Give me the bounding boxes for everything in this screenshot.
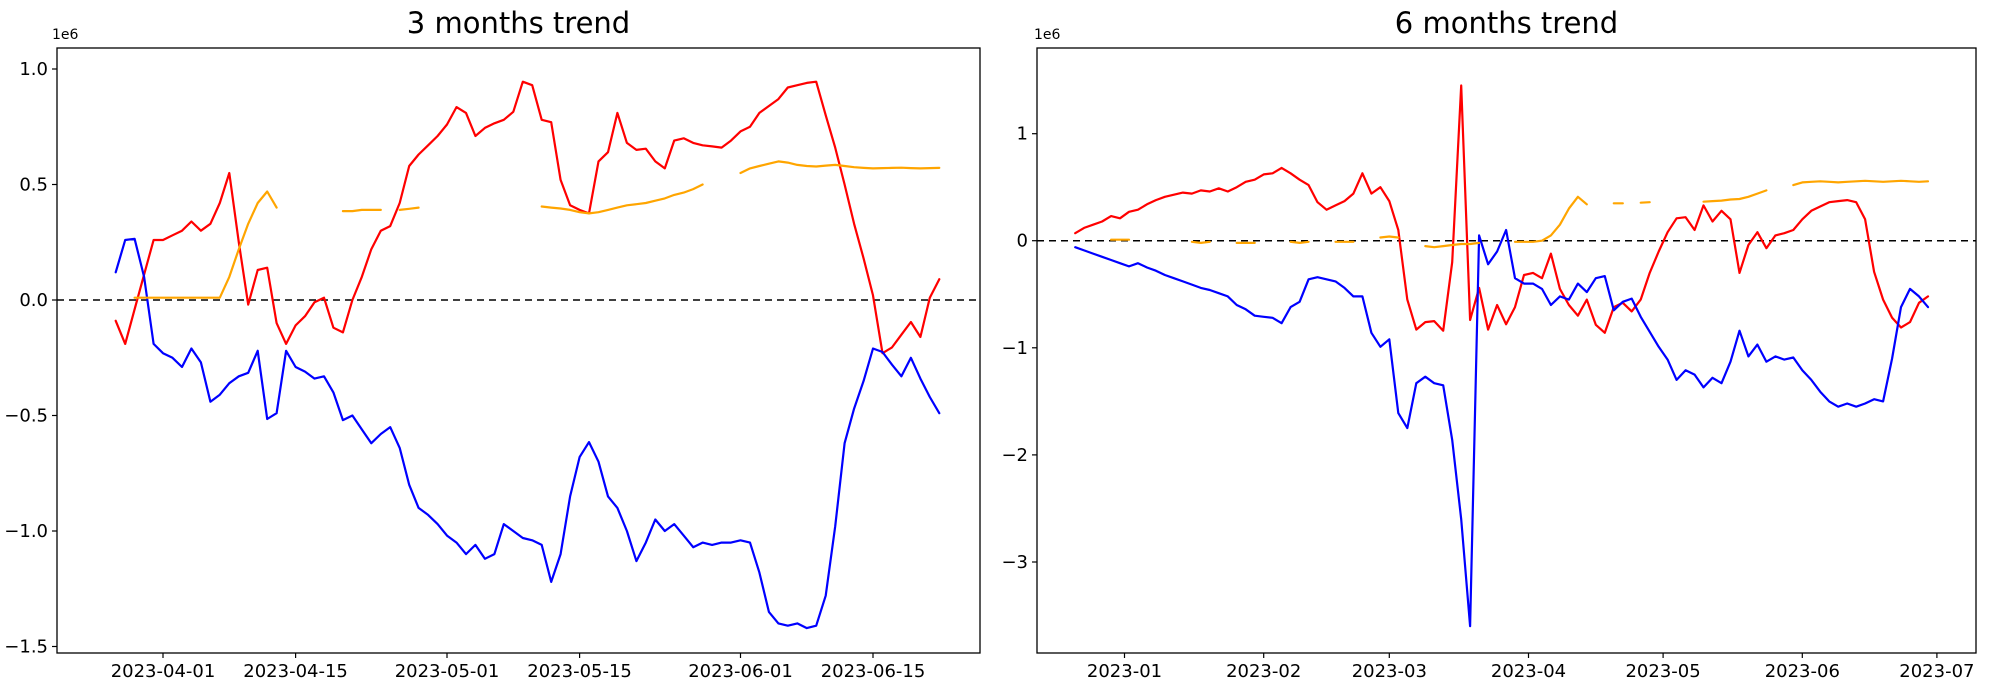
orange-series-line [341, 208, 382, 213]
y-axis-offset-label-left: 1e6 [52, 27, 79, 43]
x-tick-label: 2023-03 [1352, 661, 1427, 682]
red-series-line [1074, 84, 1930, 334]
chart-title-6-months: 6 months trend [1394, 6, 1619, 40]
x-tick-label: 2023-02 [1226, 661, 1301, 682]
y-tick-label: −1 [1001, 338, 1028, 359]
y-tick-label: −2 [1001, 445, 1028, 466]
axes-spine [1036, 47, 1977, 654]
x-tick-label: 2023-05-01 [395, 661, 500, 682]
y-tick-label: 0.5 [19, 175, 48, 196]
orange-series-line [540, 183, 704, 215]
blue-series-line [1074, 228, 1930, 628]
x-tick-label: 2023-04 [1491, 661, 1566, 682]
orange-series-line [739, 160, 941, 175]
orange-series-line [1379, 235, 1400, 239]
y-tick-label: −1.5 [4, 637, 48, 658]
y-tick-label: 0 [1017, 231, 1028, 252]
orange-series-line [1513, 195, 1588, 243]
orange-series-line [1639, 201, 1651, 204]
x-tick-label: 2023-01 [1087, 661, 1162, 682]
chart-title-3-months: 3 months trend [406, 6, 631, 40]
y-axis-offset-label-right: 1e6 [1034, 27, 1061, 43]
x-tick-label: 2023-05-15 [527, 661, 632, 682]
orange-series-line [1190, 240, 1211, 244]
orange-series-line [1702, 189, 1768, 203]
x-tick-label: 2023-06-01 [688, 661, 793, 682]
axes-3-months: 2023-04-01 2023-04-15 2023-05-01 2023-05-15… [4, 47, 981, 682]
y-tick-label: −1.0 [4, 521, 48, 542]
red-series-line [114, 80, 941, 355]
orange-series-line [398, 206, 420, 211]
orange-series-line [1289, 240, 1310, 244]
x-tick-label: 2023-04-15 [243, 661, 348, 682]
x-tick-label: 2023-04-01 [111, 661, 216, 682]
y-tick-label: 1 [1017, 124, 1028, 145]
y-tick-label: 1.0 [19, 59, 48, 80]
blue-series-line [114, 237, 941, 630]
orange-series-line [1792, 179, 1930, 187]
y-tick-label: 0.0 [19, 290, 48, 311]
axes-spine [56, 47, 981, 654]
x-tick-label: 2023-07 [1899, 661, 1974, 682]
orange-series-line [1424, 241, 1481, 249]
y-tick-label: −0.5 [4, 406, 48, 427]
x-tick-label: 2023-06 [1765, 661, 1840, 682]
y-tick-label: −3 [1001, 552, 1028, 573]
orange-series-line [133, 190, 278, 299]
x-tick-label: 2023-06-15 [821, 661, 926, 682]
x-tick-label: 2023-05 [1625, 661, 1700, 682]
axes-6-months: 2023-01 2023-02 2023-03 2023-04 2023-05 2023-… [1001, 47, 1977, 682]
